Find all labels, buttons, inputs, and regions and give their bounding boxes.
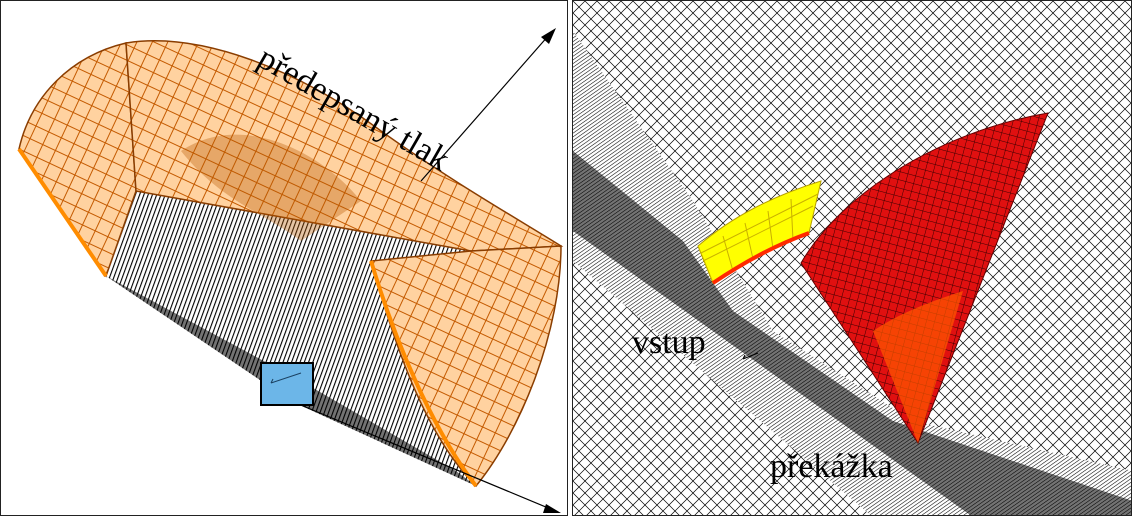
obstacle-surface	[800, 112, 1049, 445]
obstacle-label: překážka	[770, 448, 893, 485]
pipe-end-cap-left	[18, 42, 137, 278]
zoom-box-icon	[260, 362, 314, 406]
arrow-icon-down	[543, 504, 561, 513]
pressure-surface	[125, 40, 564, 252]
axis-line-up	[420, 34, 550, 182]
right-zoom-panel	[572, 0, 1132, 516]
obstacle-surface-glow	[873, 291, 963, 443]
inlet-marker	[742, 352, 759, 360]
pipe-mesh-overview	[17, 28, 564, 513]
pressure-surface-shading	[181, 134, 361, 241]
axis-line-down	[290, 400, 554, 511]
zoom-box-detail	[270, 372, 302, 384]
pipe-left-edge	[17, 147, 108, 278]
pipe-right-edge	[369, 260, 478, 488]
panel-divider	[568, 0, 572, 516]
inlet-surface-grid	[697, 193, 819, 284]
zoomed-mesh-detail	[573, 1, 1131, 515]
inlet-edge	[711, 231, 810, 285]
left-mesh-panel: předepsaný tlak	[0, 0, 568, 516]
arrow-icon-up	[541, 28, 556, 44]
inlet-label: vstup	[632, 324, 706, 361]
